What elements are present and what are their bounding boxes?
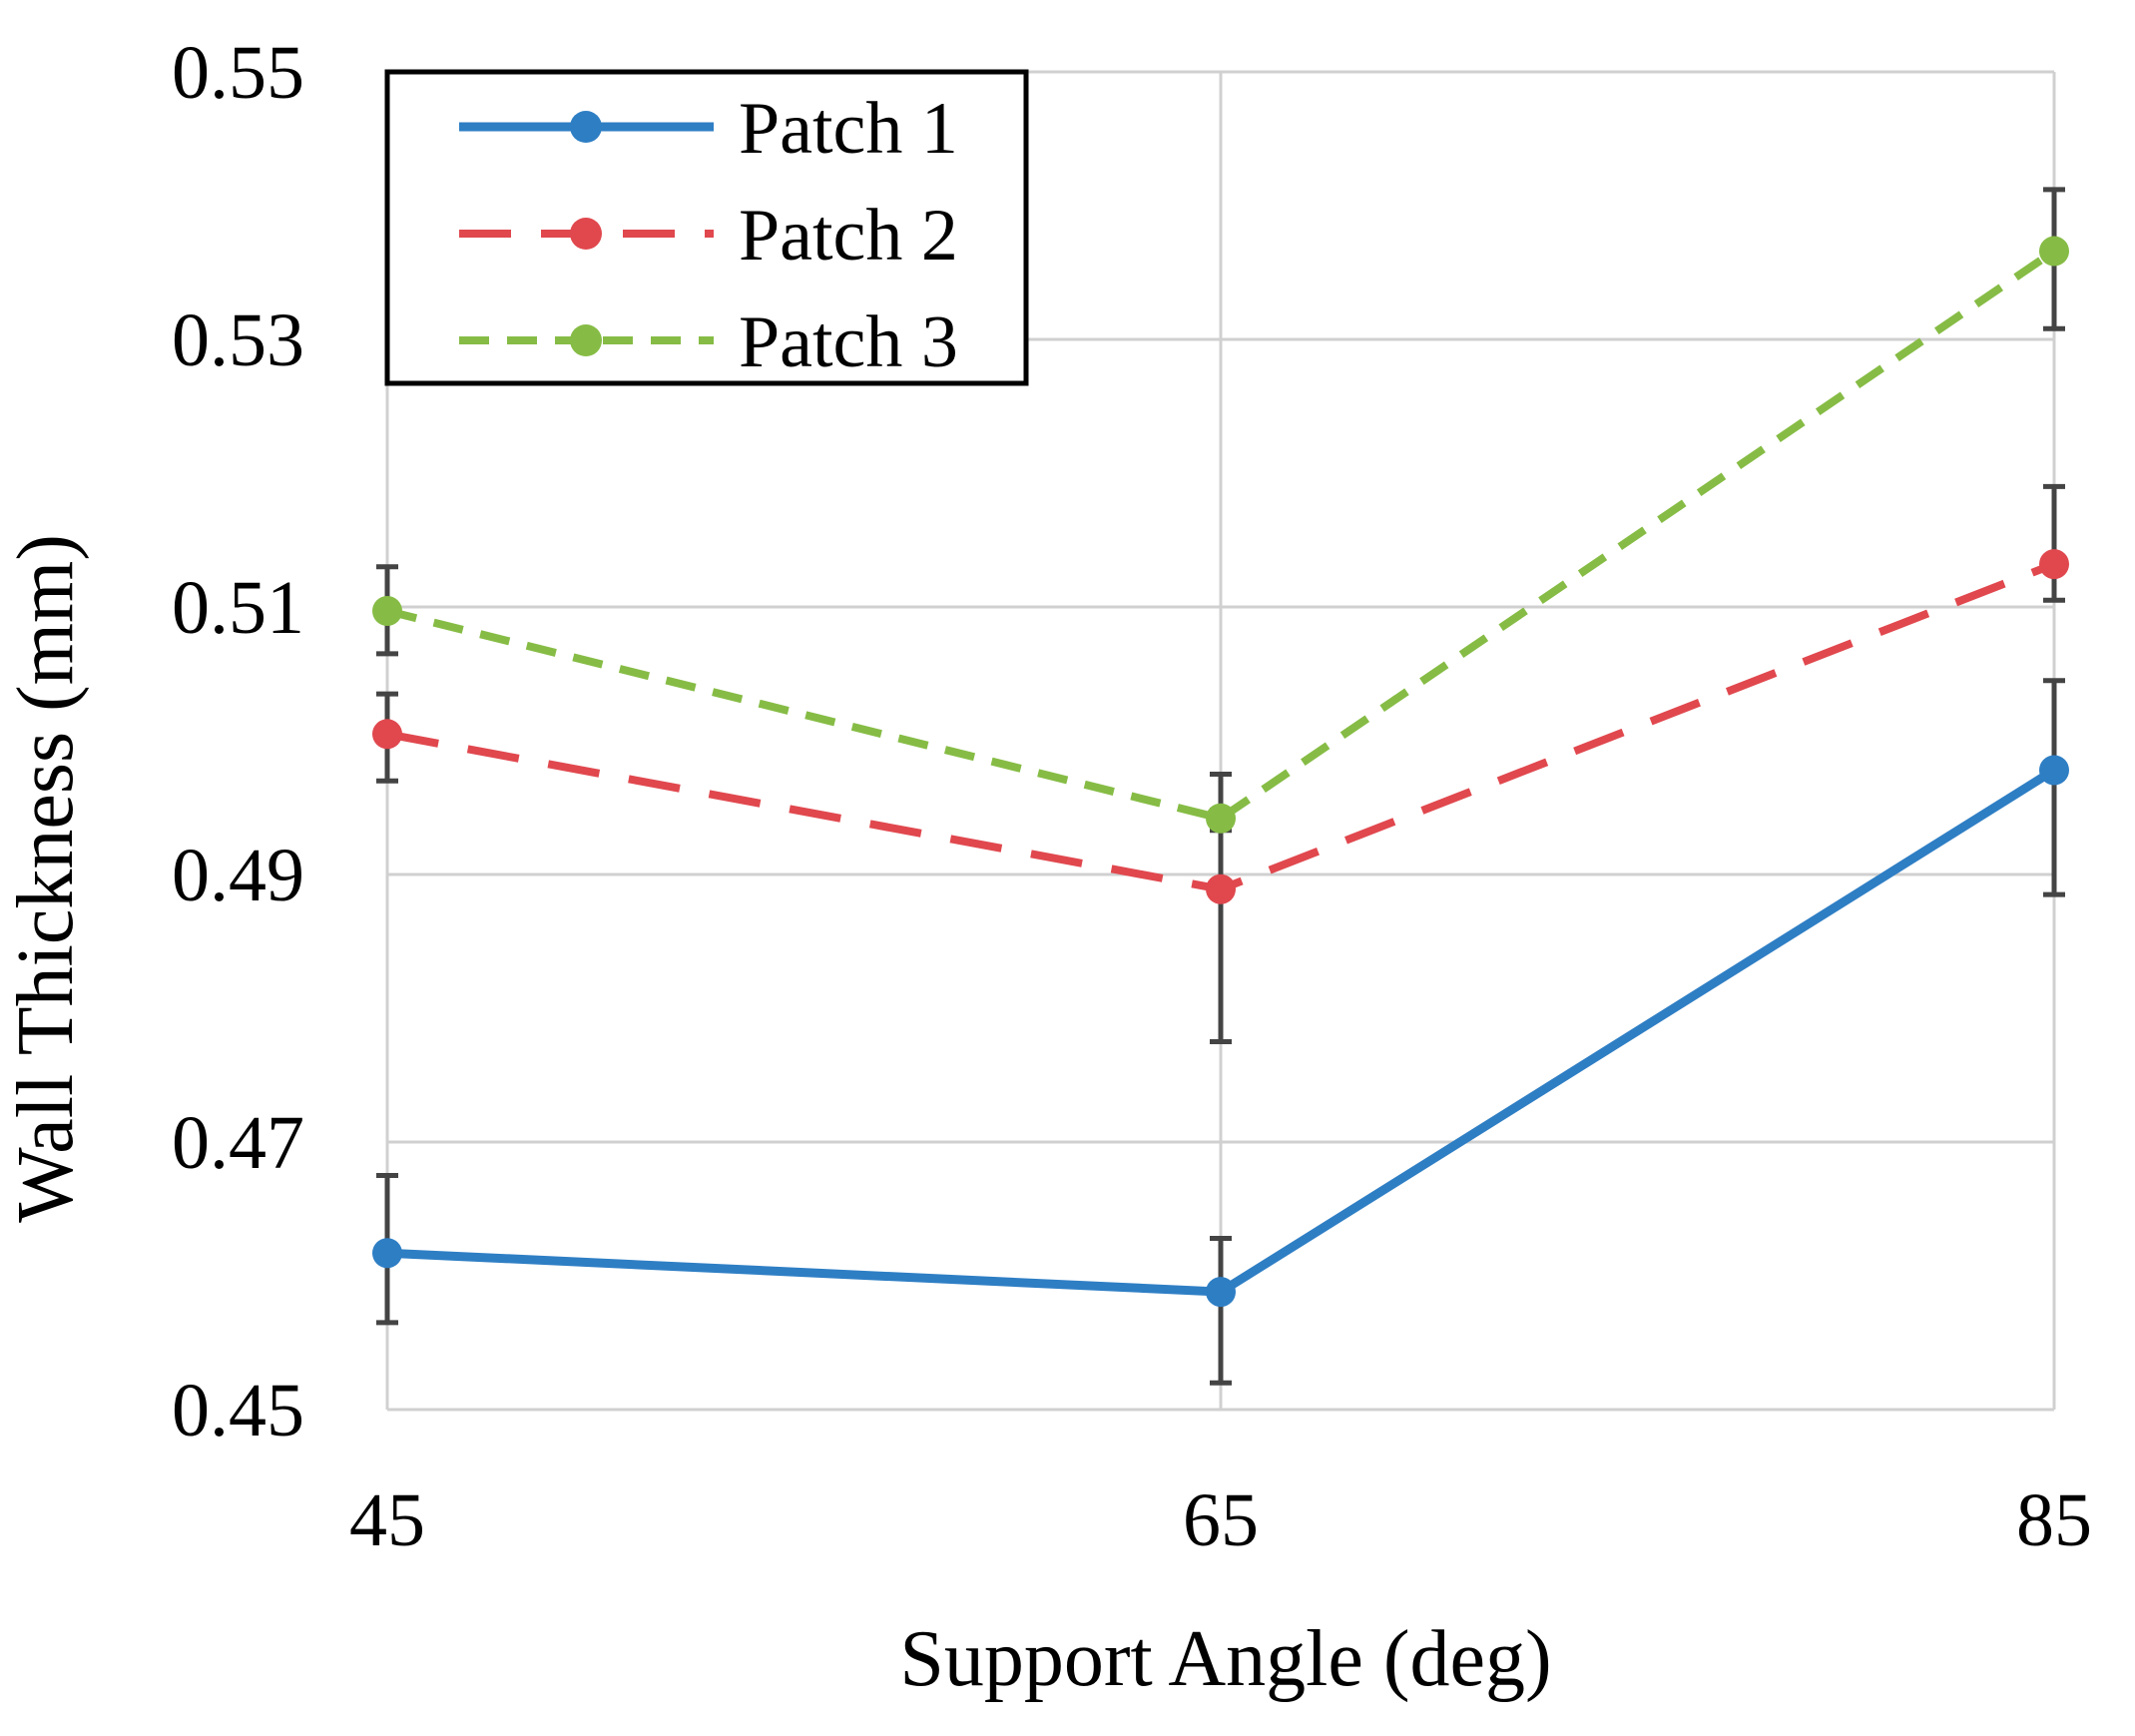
errorbar-patch2-65 <box>1210 808 1232 1044</box>
legend-item-patch1: Patch 1 <box>459 88 958 170</box>
data-point-patch2-85 <box>2039 549 2069 580</box>
x-tick-label-2: 85 <box>2016 1478 2092 1562</box>
y-axis-title: Wall Thickness (mm) <box>2 534 90 1223</box>
y-tick-label-1: 0.47 <box>172 1101 304 1185</box>
legend-marker <box>570 218 602 250</box>
y-tick-label-5: 0.55 <box>172 31 304 115</box>
data-point-patch2-65 <box>1206 873 1236 904</box>
data-point-patch1-85 <box>2039 755 2069 786</box>
tick-labels: 0.45 0.47 0.49 0.51 0.53 0.55 45 65 85 <box>172 31 2092 1562</box>
legend-label: Patch 2 <box>739 195 958 277</box>
data-point-patch3-85 <box>2039 236 2069 267</box>
data-point-patch3-45 <box>372 596 402 627</box>
legend-label: Patch 3 <box>739 301 958 383</box>
legend-marker <box>570 111 602 143</box>
error-bars <box>376 187 2065 1386</box>
x-axis-title: Support Angle (deg) <box>899 1615 1551 1703</box>
errorbar-patch2-85 <box>2043 483 2065 603</box>
y-tick-label-4: 0.53 <box>172 298 304 382</box>
series-lines <box>372 236 2069 1308</box>
data-point-patch1-65 <box>1206 1277 1236 1308</box>
x-tick-label-1: 65 <box>1183 1478 1259 1562</box>
legend-label: Patch 1 <box>739 88 958 170</box>
legend-item-patch3: Patch 3 <box>459 301 958 383</box>
errorbar-patch1-85 <box>2043 678 2065 897</box>
data-point-patch1-45 <box>372 1238 402 1269</box>
legend-item-patch2: Patch 2 <box>459 195 958 277</box>
data-point-patch2-45 <box>372 719 402 750</box>
x-tick-label-0: 45 <box>349 1478 425 1562</box>
y-tick-label-2: 0.49 <box>172 834 304 917</box>
y-tick-label-0: 0.45 <box>172 1369 304 1452</box>
errorbar-patch1-65 <box>1210 1235 1232 1386</box>
legend-marker <box>570 324 602 356</box>
y-tick-label-3: 0.51 <box>172 566 304 650</box>
data-point-patch3-65 <box>1206 803 1236 834</box>
legend: Patch 1 Patch 2 Patch 3 <box>384 69 1029 386</box>
